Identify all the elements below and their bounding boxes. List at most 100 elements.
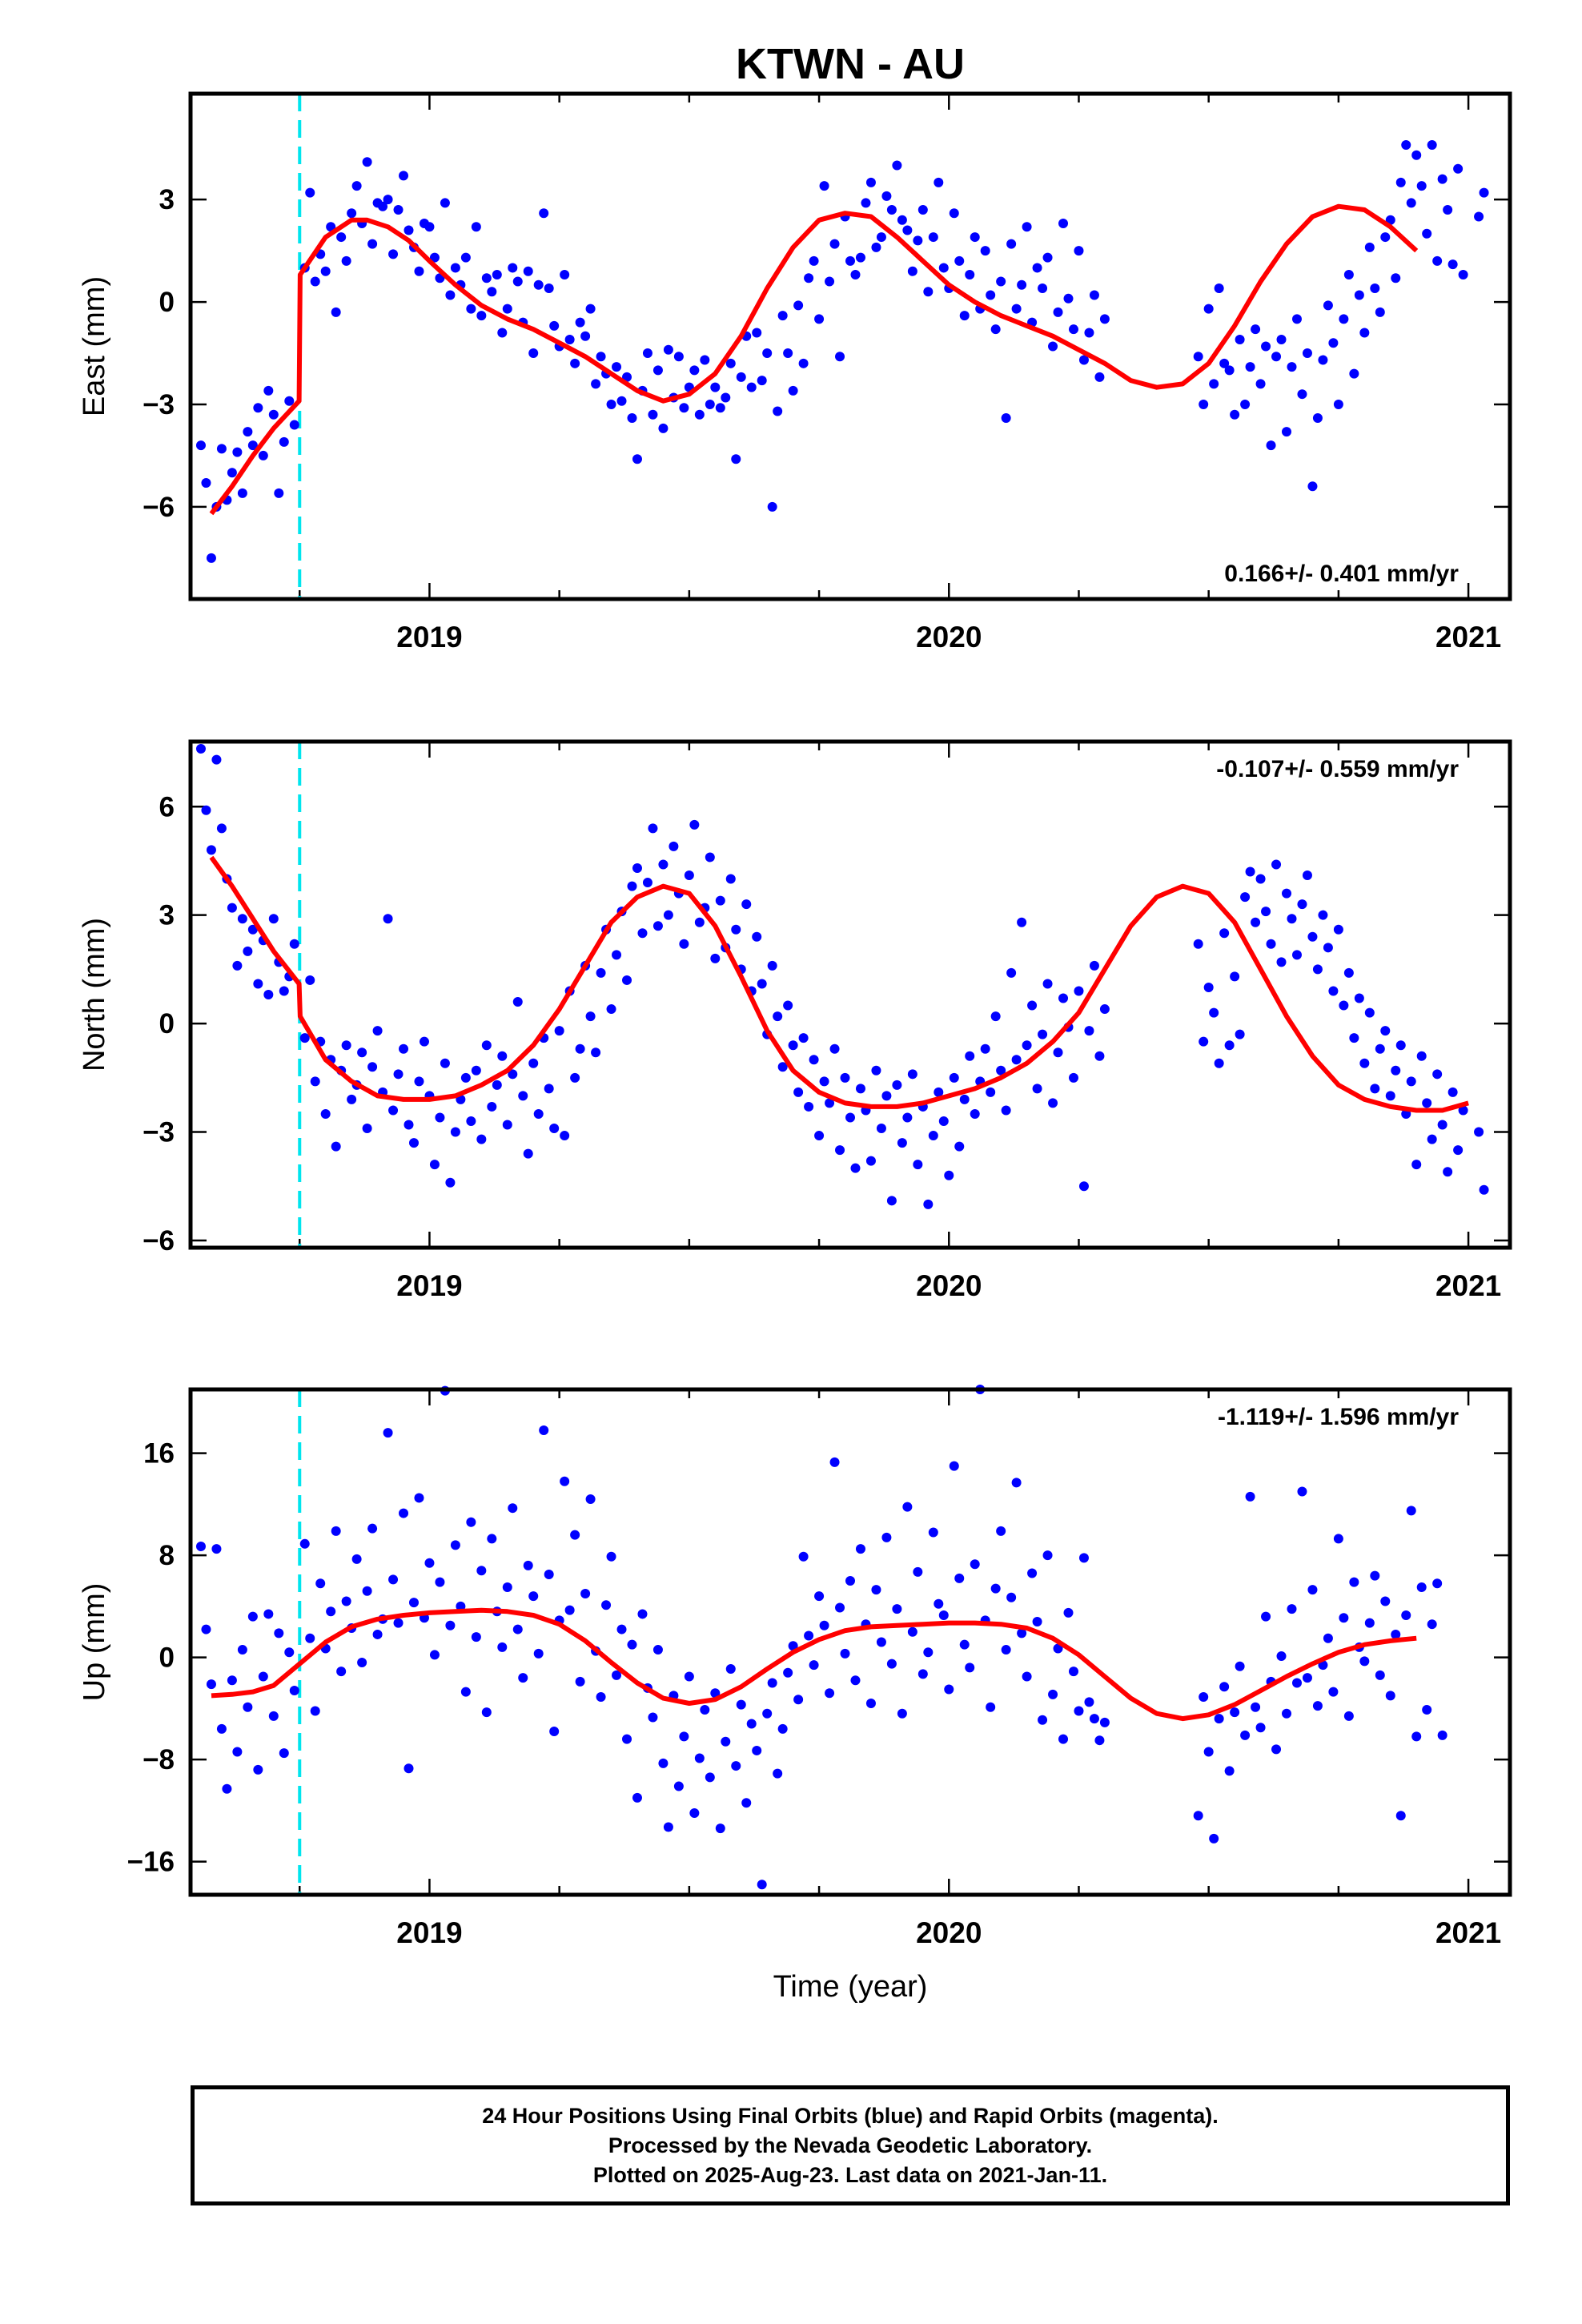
data-point: [881, 1091, 892, 1101]
data-point: [1006, 967, 1017, 978]
data-point: [944, 1170, 954, 1180]
data-point: [752, 1745, 762, 1755]
data-point: [383, 195, 393, 205]
data-point: [232, 960, 243, 971]
data-point: [1038, 283, 1048, 294]
data-point: [1339, 1613, 1349, 1623]
data-point: [1276, 957, 1287, 967]
data-point: [336, 232, 347, 243]
data-point: [1193, 352, 1203, 362]
data-point: [637, 1609, 648, 1619]
velocity-label: 0.166+/- 0.401 mm/yr: [1224, 561, 1459, 587]
data-point: [710, 382, 721, 392]
data-point: [591, 1047, 601, 1058]
data-point: [331, 1141, 341, 1152]
data-point: [715, 1823, 725, 1834]
data-point: [544, 1570, 554, 1580]
data-point: [481, 273, 492, 283]
data-point: [897, 1708, 907, 1719]
data-point: [731, 454, 741, 464]
data-point: [986, 290, 996, 300]
data-point: [362, 1124, 372, 1134]
data-point: [549, 1124, 560, 1134]
data-point: [1245, 362, 1255, 372]
data-point: [274, 488, 284, 498]
plot-frame: [188, 91, 1512, 601]
data-point: [663, 910, 673, 920]
data-point: [487, 1101, 497, 1112]
data-point: [305, 975, 315, 985]
data-point: [1395, 1811, 1406, 1821]
data-point: [201, 805, 211, 815]
data-point: [1401, 139, 1411, 150]
data-point: [840, 1072, 850, 1083]
data-point: [612, 362, 622, 372]
data-point: [669, 841, 679, 851]
data-point: [850, 269, 861, 279]
data-point: [310, 1076, 320, 1087]
data-point: [673, 1781, 684, 1791]
data-point: [393, 1069, 404, 1080]
y-tick-label: −6: [143, 1225, 175, 1256]
data-point: [642, 348, 652, 359]
data-point: [357, 1657, 367, 1667]
data-point: [1224, 365, 1235, 376]
data-point: [243, 427, 253, 437]
data-point: [1214, 283, 1224, 294]
data-point: [1432, 1069, 1443, 1080]
data-point: [829, 1043, 840, 1054]
data-point: [652, 921, 663, 931]
data-point: [913, 1566, 923, 1577]
data-point: [1312, 1701, 1323, 1711]
data-point: [216, 1723, 227, 1734]
data-point: [829, 1457, 840, 1467]
data-point: [1447, 259, 1458, 270]
data-point: [1411, 150, 1422, 160]
data-point: [1094, 1735, 1105, 1746]
velocity-label: -1.119+/- 1.596 mm/yr: [1218, 1404, 1459, 1430]
data-point: [757, 376, 767, 386]
data-point: [1038, 1715, 1048, 1725]
data-point: [694, 409, 705, 420]
data-point: [804, 1101, 814, 1112]
data-point: [798, 1033, 809, 1043]
data-point: [923, 1199, 934, 1209]
data-point: [1287, 362, 1297, 372]
data-point: [632, 454, 642, 464]
data-point: [274, 1628, 284, 1638]
data-point: [767, 501, 777, 512]
data-point: [408, 1138, 419, 1148]
data-point: [414, 266, 424, 276]
data-point: [502, 304, 512, 314]
data-point: [1032, 1617, 1042, 1627]
data-point: [211, 1544, 222, 1554]
data-point: [1323, 300, 1333, 311]
data-point: [1017, 1628, 1027, 1638]
data-point: [320, 266, 331, 276]
data-point: [1343, 967, 1354, 978]
y-axis-label: East (mm): [78, 276, 111, 416]
data-point: [777, 1062, 788, 1072]
data-point: [1458, 1105, 1468, 1116]
data-point: [1312, 964, 1323, 975]
data-point: [1199, 399, 1209, 409]
data-point: [865, 177, 876, 187]
data-point: [279, 1748, 289, 1759]
data-point: [1349, 1577, 1359, 1587]
data-point: [902, 1502, 913, 1512]
data-point: [1411, 1160, 1422, 1170]
data-point: [1224, 1040, 1235, 1051]
data-point: [440, 1058, 450, 1068]
data-point: [1359, 1656, 1370, 1667]
data-point: [1287, 914, 1297, 924]
data-point: [616, 396, 627, 406]
data-point: [237, 488, 247, 498]
data-point: [1333, 1534, 1343, 1544]
data-point: [523, 1560, 533, 1570]
data-point: [1011, 304, 1022, 314]
footer-line-1: 24 Hour Positions Using Final Orbits (bl…: [482, 2103, 1219, 2128]
data-point: [871, 1065, 881, 1076]
data-point: [1354, 290, 1364, 300]
data-point: [1406, 198, 1416, 208]
data-point: [1255, 874, 1266, 884]
